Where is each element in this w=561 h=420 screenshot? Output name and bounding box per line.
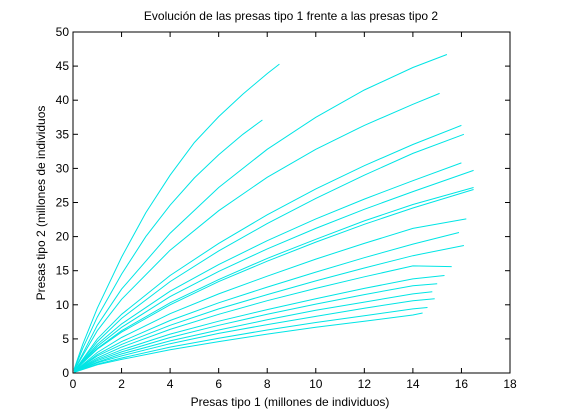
y-tick-label: 45	[56, 59, 70, 73]
trajectory-line-16	[73, 283, 438, 373]
x-tick-label: 16	[455, 377, 469, 391]
trajectory-line-18	[74, 298, 435, 373]
trajectory-line-5	[73, 124, 462, 372]
y-tick-label: 20	[56, 230, 70, 244]
y-tick-label: 5	[62, 332, 69, 346]
y-ticks: 0 5 10 15 20 25 30 35 40 45 50	[56, 25, 510, 380]
curves-group	[73, 54, 474, 373]
axes-box	[72, 31, 511, 374]
trajectory-line-11	[73, 218, 467, 372]
y-tick-label: 0	[62, 366, 69, 380]
trajectory-line-13	[73, 245, 464, 373]
trajectory-line-2	[73, 119, 263, 370]
x-tick-label: 0	[70, 377, 77, 391]
trajectory-line-4	[73, 92, 440, 371]
x-tick-label: 6	[215, 377, 222, 391]
x-tick-label: 18	[503, 377, 517, 391]
y-tick-label: 30	[56, 161, 70, 175]
trajectory-line-17	[74, 291, 433, 373]
y-tick-label: 15	[56, 264, 70, 278]
trajectory-line-8	[73, 169, 474, 372]
y-tick-label: 35	[56, 127, 70, 141]
x-tick-label: 12	[358, 377, 372, 391]
trajectory-line-19	[74, 307, 428, 373]
x-tick-label: 8	[264, 377, 271, 391]
y-axis-label: Presas tipo 2 (millones de individuos	[34, 106, 48, 301]
x-axis-label: Presas tipo 1 (millones de individuos)	[191, 395, 390, 409]
x-tick-label: 2	[118, 377, 125, 391]
trajectory-line-9	[73, 187, 474, 372]
y-tick-label: 40	[56, 93, 70, 107]
y-tick-label: 25	[56, 196, 70, 210]
trajectory-line-6	[73, 133, 465, 372]
trajectory-line-15	[73, 275, 445, 373]
x-ticks: 0 2 4 6 8 10 12 14 16 18	[70, 32, 517, 391]
y-tick-label: 10	[56, 298, 70, 312]
trajectory-line-3	[73, 54, 448, 371]
trajectory-line-7	[73, 162, 462, 372]
trajectory-line-10	[73, 189, 474, 372]
chart-title: Evolución de las presas tipo 1 frente a …	[144, 9, 438, 23]
y-tick-label: 50	[56, 25, 70, 39]
plot-area: 0 2 4 6 8 10 12 14 16 18 0 5 10 15 20 25 30 35 40 45 50	[56, 25, 517, 391]
x-tick-label: 4	[167, 377, 174, 391]
trajectory-line-1	[73, 63, 280, 370]
trajectory-line-14	[73, 265, 452, 373]
trajectory-line-20	[74, 312, 423, 373]
x-tick-label: 10	[309, 377, 323, 391]
trajectory-line-12	[73, 232, 460, 373]
x-tick-label: 14	[406, 377, 420, 391]
